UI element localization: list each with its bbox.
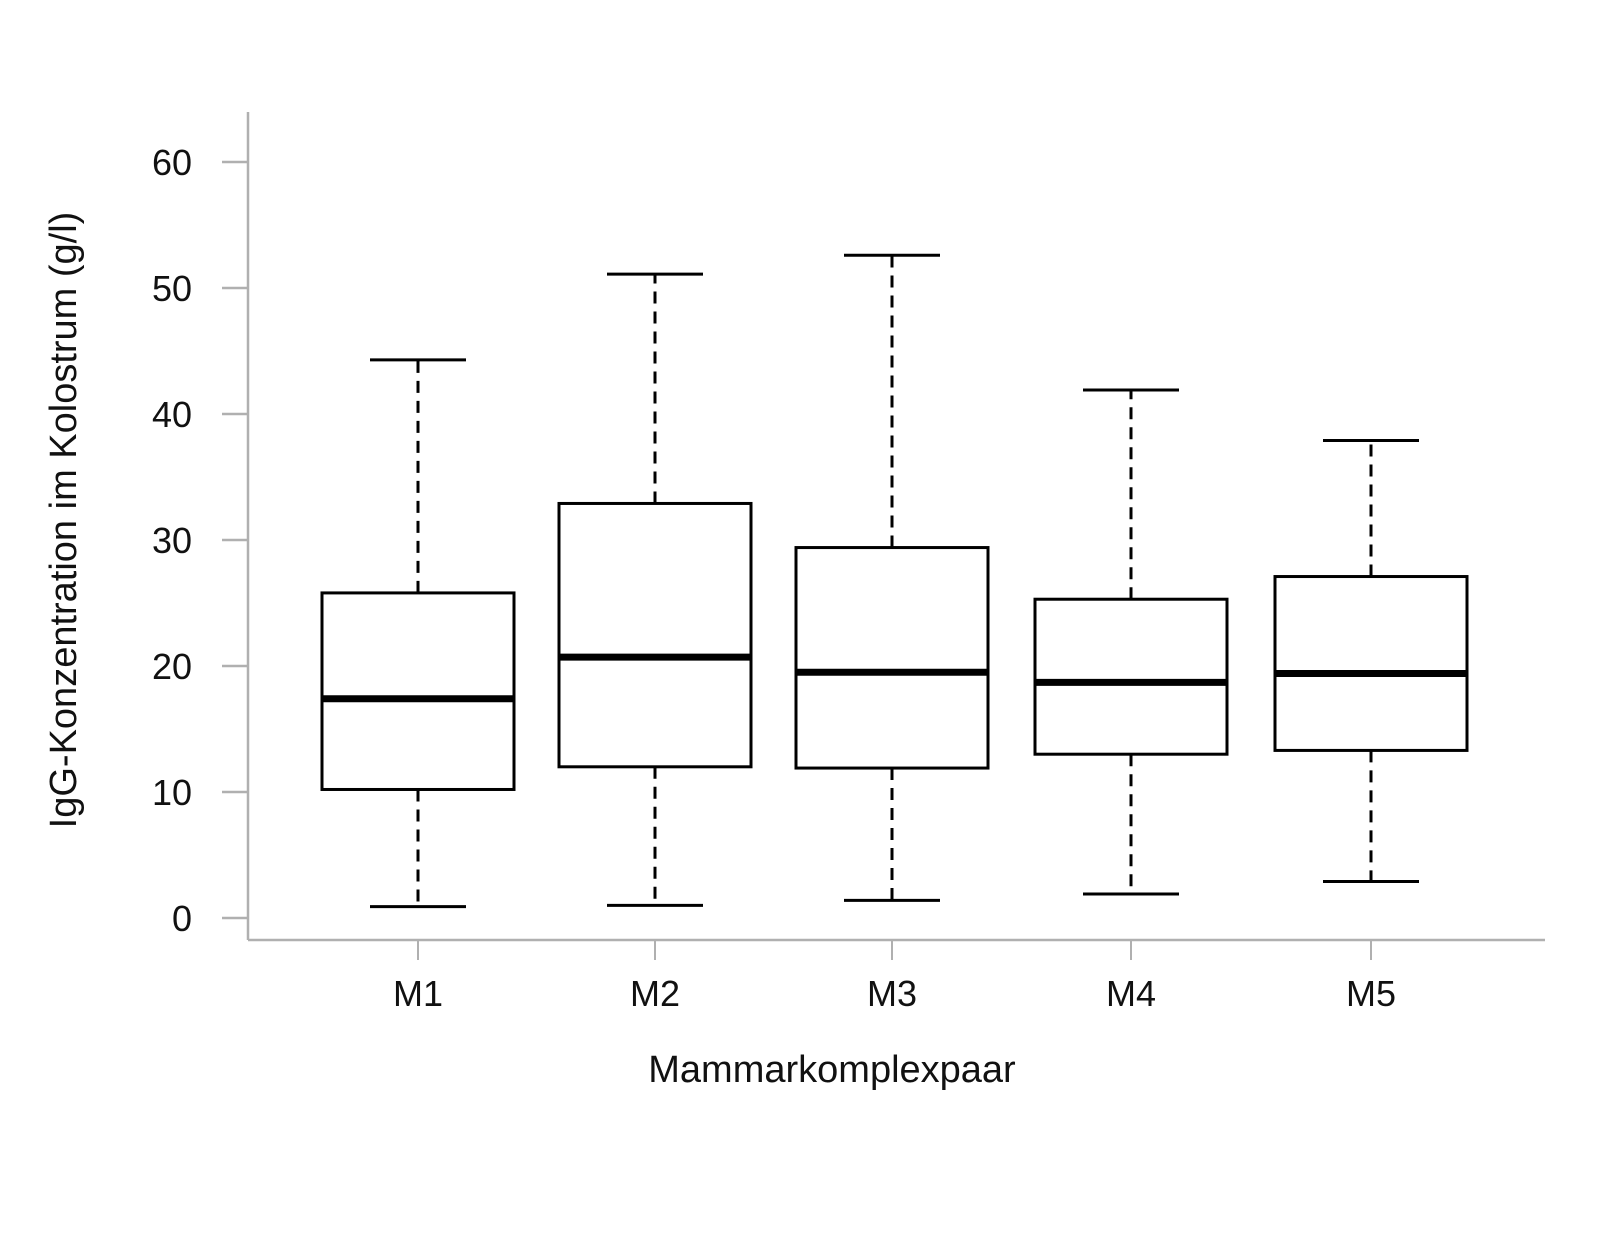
x-axis-title: Mammarkomplexpaar bbox=[648, 1049, 1016, 1091]
x-tick-label: M5 bbox=[1346, 973, 1396, 1014]
y-tick-label: 60 bbox=[152, 142, 192, 183]
box-m2 bbox=[557, 272, 753, 907]
iqr-box bbox=[1273, 575, 1469, 752]
x-tick-label: M4 bbox=[1106, 973, 1156, 1014]
box-m4 bbox=[1033, 388, 1229, 896]
y-tick-label: 30 bbox=[152, 520, 192, 561]
box-m1 bbox=[320, 358, 516, 909]
y-tick-label: 0 bbox=[172, 898, 192, 939]
y-axis-title: IgG-Konzentration im Kolostrum (g/l) bbox=[43, 212, 85, 829]
x-tick-label: M2 bbox=[630, 973, 680, 1014]
y-tick-label: 50 bbox=[152, 268, 192, 309]
y-tick-label: 10 bbox=[152, 772, 192, 813]
x-axis: M1 M2 M3 M4 M5 bbox=[248, 938, 1545, 1014]
iqr-box bbox=[320, 591, 516, 791]
iqr-box bbox=[557, 501, 753, 769]
boxplot-series bbox=[320, 253, 1469, 909]
box-m5 bbox=[1273, 438, 1469, 883]
y-axis: 0 10 20 30 40 50 60 bbox=[152, 112, 250, 940]
iqr-box bbox=[1033, 597, 1229, 756]
x-tick-label: M1 bbox=[393, 973, 443, 1014]
x-tick-label: M3 bbox=[867, 973, 917, 1014]
box-m3 bbox=[794, 253, 990, 902]
iqr-box bbox=[794, 546, 990, 770]
y-tick-label: 40 bbox=[152, 394, 192, 435]
y-tick-label: 20 bbox=[152, 646, 192, 687]
